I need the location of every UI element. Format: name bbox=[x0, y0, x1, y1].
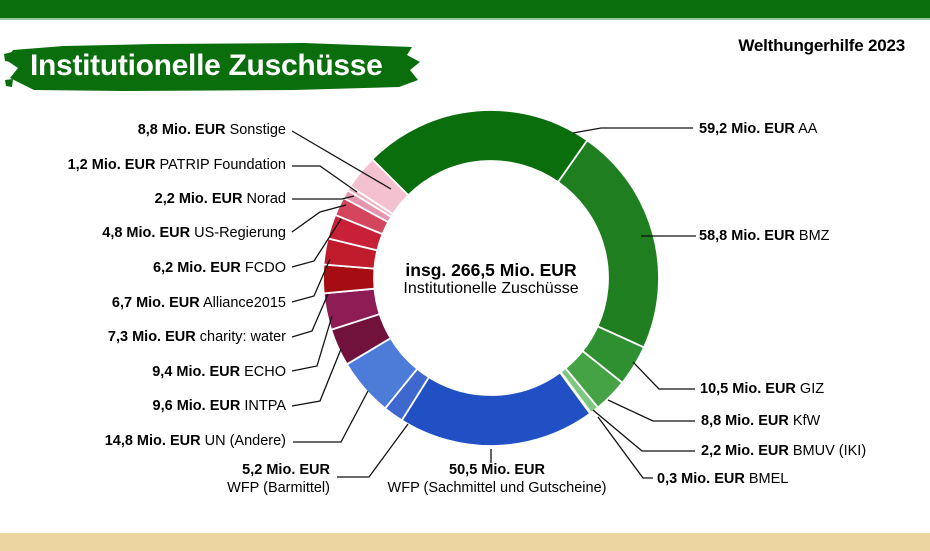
callout-label-alliance: 6,7 Mio. EUR Alliance2015 bbox=[112, 295, 286, 313]
callout-label-us: 4,8 Mio. EUR US-Regierung bbox=[102, 225, 286, 243]
callout-org-name: INTPA bbox=[244, 398, 286, 414]
callout-label-wfp_b: 5,2 Mio. EUR WFP (Barmittel) bbox=[227, 462, 330, 497]
leader-line-un bbox=[293, 390, 369, 443]
leader-line-charity bbox=[291, 293, 329, 338]
callout-org-name: KfW bbox=[792, 413, 821, 429]
callout-org-name: US-Regierung bbox=[194, 225, 286, 241]
leader-line-us bbox=[291, 204, 347, 233]
callout-label-bmuv: 2,2 Mio. EUR BMUV (IKI) bbox=[701, 443, 866, 461]
total-subtitle: Institutionelle Zuschüsse bbox=[403, 280, 579, 297]
callout-amount: 7,3 Mio. EUR bbox=[107, 329, 196, 345]
total-amount: insg. 266,5 Mio. EUR bbox=[405, 260, 577, 280]
bottom-tan-bar bbox=[0, 533, 930, 551]
callout-org-name: FCDO bbox=[244, 260, 286, 276]
leader-line-alliance bbox=[291, 258, 331, 303]
callout-label-wfp_s: 50,5 Mio. EUR WFP (Sachmittel und Gutsche… bbox=[347, 462, 647, 497]
leader-line-fcdo bbox=[291, 218, 342, 268]
callout-label-aa: 59,2 Mio. EUR AA bbox=[699, 121, 817, 139]
callout-org-name: BMUV (IKI) bbox=[792, 443, 867, 459]
callout-amount: 9,6 Mio. EUR bbox=[152, 398, 241, 414]
leader-line-giz bbox=[632, 361, 695, 390]
callout-org-name: PATRIP Foundation bbox=[159, 157, 286, 173]
leader-line-bmel bbox=[597, 416, 653, 479]
callout-label-intpa: 9,6 Mio. EUR INTPA bbox=[153, 398, 286, 416]
callout-label-kfw: 8,8 Mio. EUR KfW bbox=[701, 413, 820, 431]
donut-segment-aa bbox=[371, 109, 589, 197]
callout-label-giz: 10,5 Mio. EUR GIZ bbox=[700, 381, 824, 399]
callout-org-name: AA bbox=[798, 121, 818, 137]
page-title: Institutionelle Zuschüsse bbox=[30, 49, 383, 82]
leader-line-wfp_b bbox=[337, 423, 409, 478]
callout-amount: 8,8 Mio. EUR bbox=[137, 122, 226, 138]
callout-org-name: BMZ bbox=[798, 228, 830, 244]
callout-org-name: ECHO bbox=[244, 364, 286, 380]
leader-line-kfw bbox=[607, 399, 695, 422]
leader-line-echo bbox=[291, 315, 333, 372]
callout-org-name: WFP (Sachmittel und Gutscheine) bbox=[387, 479, 607, 496]
leader-line-bmuv bbox=[592, 409, 695, 452]
brush-stroke-shape bbox=[4, 43, 420, 91]
callout-amount: 0,3 Mio. EUR bbox=[657, 471, 745, 487]
callout-amount: 6,2 Mio. EUR bbox=[153, 260, 241, 276]
callout-amount: 5,2 Mio. EUR bbox=[242, 462, 330, 478]
leader-line-intpa bbox=[291, 348, 342, 407]
callout-amount: 9,4 Mio. EUR bbox=[152, 364, 241, 380]
leader-line-sonstige bbox=[291, 130, 392, 190]
leader-lines-group bbox=[291, 127, 696, 479]
title-brush: Institutionelle Zuschüsse bbox=[4, 40, 424, 94]
callout-amount: 59,2 Mio. EUR bbox=[699, 121, 795, 137]
callout-label-patrip: 1,2 Mio. EUR PATRIP Foundation bbox=[68, 157, 286, 175]
callout-org-name: BMEL bbox=[748, 471, 789, 487]
leader-line-patrip bbox=[292, 165, 358, 193]
callout-org-name: WFP (Barmittel) bbox=[227, 479, 330, 496]
donut-segments-group bbox=[322, 109, 660, 447]
callout-label-echo: 9,4 Mio. EUR ECHO bbox=[152, 364, 286, 382]
callout-org-name: Sonstige bbox=[229, 122, 286, 138]
donut-center-text: insg. 266,5 Mio. EUR Institutionelle Zus… bbox=[341, 261, 641, 298]
callout-amount: 2,2 Mio. EUR bbox=[154, 191, 243, 207]
callout-org-name: Alliance2015 bbox=[202, 295, 286, 311]
callout-label-fcdo: 6,2 Mio. EUR FCDO bbox=[153, 260, 286, 278]
callout-amount: 10,5 Mio. EUR bbox=[700, 381, 796, 397]
leader-line-norad bbox=[292, 195, 355, 200]
callout-label-norad: 2,2 Mio. EUR Norad bbox=[155, 191, 286, 209]
callout-amount: 8,8 Mio. EUR bbox=[701, 413, 789, 429]
callout-org-name: GIZ bbox=[799, 381, 825, 397]
callout-org-name: UN (Andere) bbox=[204, 433, 286, 449]
donut-segment-bmz bbox=[557, 139, 660, 349]
callout-amount: 2,2 Mio. EUR bbox=[701, 443, 789, 459]
callout-label-charity: 7,3 Mio. EUR charity: water bbox=[108, 329, 286, 347]
brand-label: Welthungerhilfe 2023 bbox=[738, 36, 905, 55]
callout-org-name: charity: water bbox=[199, 329, 286, 345]
callout-label-sonstige: 8,8 Mio. EUR Sonstige bbox=[138, 122, 286, 140]
callout-label-bmz: 58,8 Mio. EUR BMZ bbox=[699, 228, 830, 246]
callout-amount: 14,8 Mio. EUR bbox=[104, 433, 201, 449]
callout-org-name: Norad bbox=[246, 191, 287, 207]
callout-amount: 6,7 Mio. EUR bbox=[111, 295, 200, 311]
leader-line-aa bbox=[572, 127, 693, 134]
top-green-bar bbox=[0, 0, 930, 20]
donut-segment-wfp_s bbox=[400, 371, 592, 447]
callout-amount: 50,5 Mio. EUR bbox=[449, 462, 545, 478]
callout-label-un: 14,8 Mio. EUR UN (Andere) bbox=[105, 433, 286, 451]
callout-amount: 58,8 Mio. EUR bbox=[699, 228, 795, 244]
callout-amount: 4,8 Mio. EUR bbox=[102, 225, 191, 241]
callout-label-bmel: 0,3 Mio. EUR BMEL bbox=[657, 471, 788, 489]
callout-amount: 1,2 Mio. EUR bbox=[67, 157, 156, 173]
